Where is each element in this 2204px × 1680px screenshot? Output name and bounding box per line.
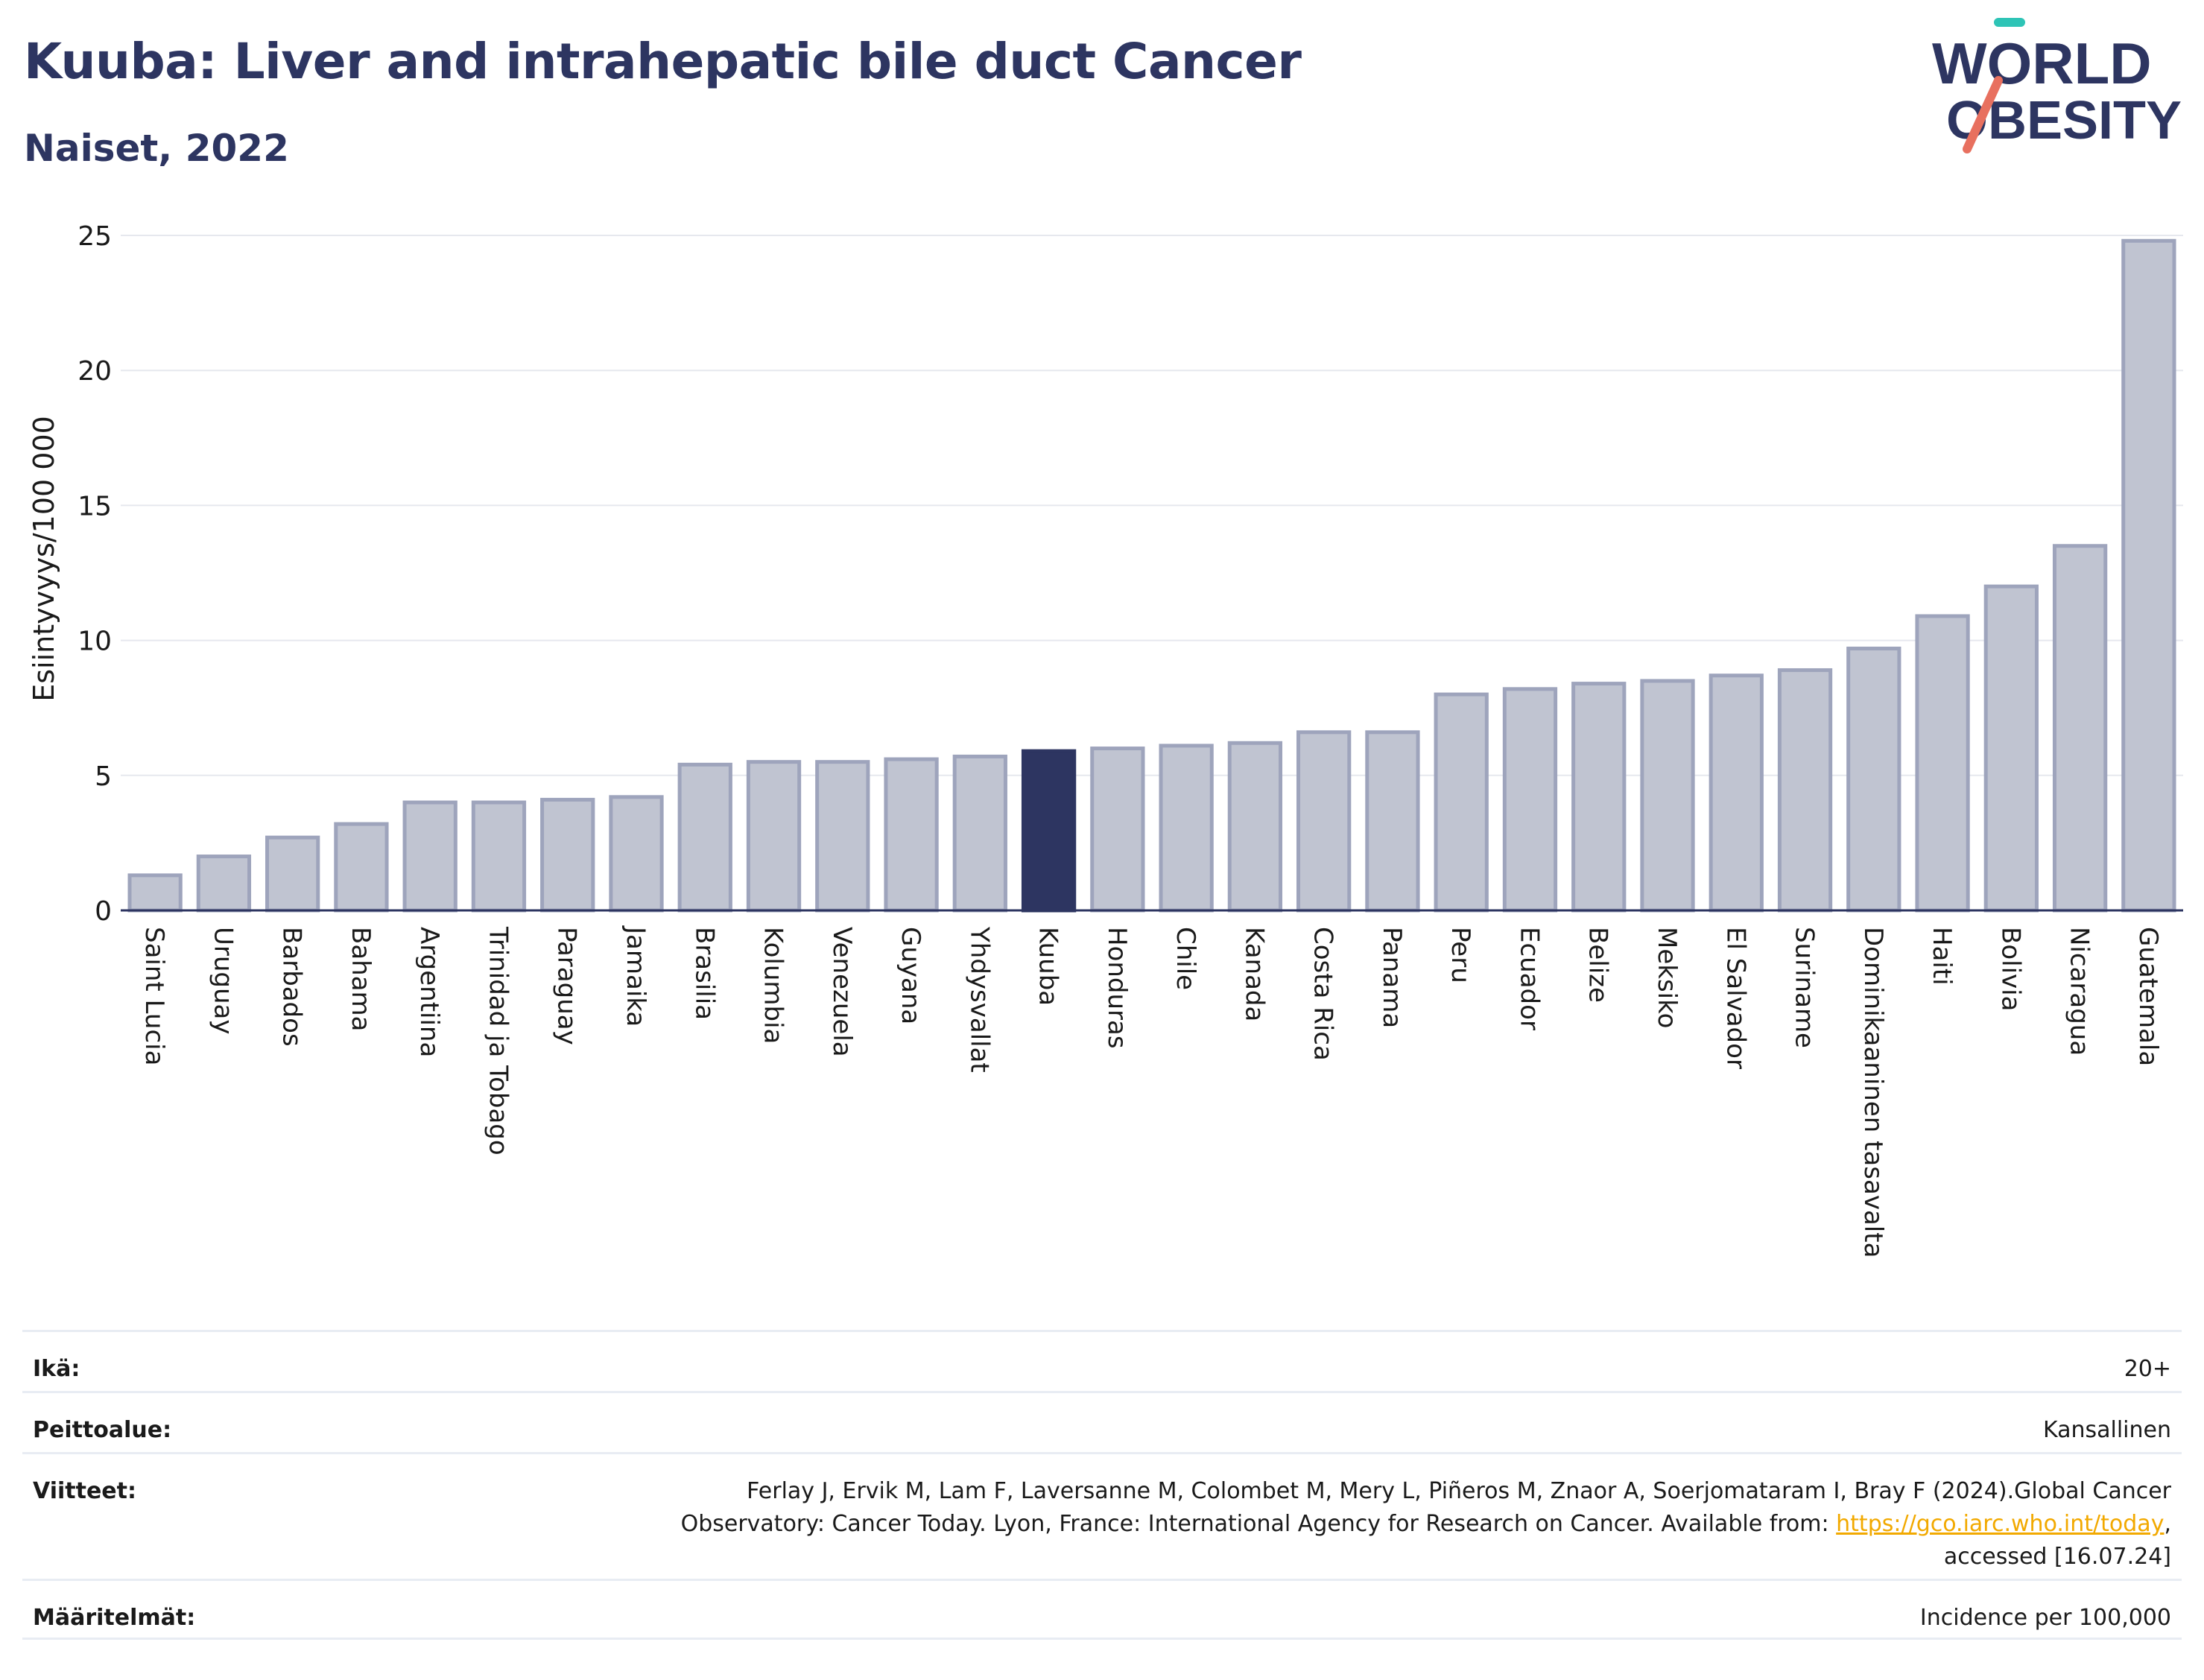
- meta-row-coverage: Peittoalue: Kansallinen: [22, 1391, 2182, 1452]
- x-tick-label: Peru: [1445, 927, 1475, 983]
- x-tick-label: Nicaragua: [2065, 927, 2094, 1056]
- x-tick-label: Panama: [1377, 927, 1407, 1028]
- bar[interactable]: [265, 835, 320, 913]
- logo-line1: WORLD: [1932, 31, 2152, 96]
- meta-row-references: Viitteet: Ferlay J, Ervik M, Lam F, Lave…: [22, 1452, 2182, 1579]
- age-value: 20+: [2124, 1356, 2171, 1382]
- bars: [127, 238, 2176, 913]
- y-axis-ticks: 0 5 10 15 20 25: [77, 221, 112, 927]
- bar[interactable]: [677, 762, 732, 913]
- bar[interactable]: [746, 760, 802, 913]
- x-tick-label: Guatemala: [2133, 927, 2163, 1066]
- world-obesity-logo[interactable]: WORLD OBESITY: [1930, 18, 2198, 164]
- chart-subtitle: Naiset, 2022: [24, 127, 289, 170]
- y-tick-label: 10: [77, 627, 112, 657]
- bar[interactable]: [1502, 687, 1558, 913]
- coverage-value: Kansallinen: [2042, 1417, 2171, 1443]
- bar[interactable]: [1915, 614, 1970, 913]
- x-tick-label: Suriname: [1790, 927, 1820, 1048]
- y-tick-label: 0: [95, 896, 112, 927]
- x-tick-label: Honduras: [1102, 927, 1132, 1049]
- x-tick-label: Guyana: [896, 927, 925, 1024]
- bar[interactable]: [884, 757, 939, 913]
- chart-title: Kuuba: Liver and intrahepatic bile duct …: [24, 33, 1302, 90]
- bar[interactable]: [402, 800, 457, 913]
- references-line1: Ferlay J, Ervik M, Lam F, Laversanne M, …: [747, 1478, 2171, 1504]
- x-tick-label: Saint Lucia: [139, 927, 169, 1065]
- age-label: Ikä:: [33, 1356, 80, 1382]
- y-axis-label: Esiintyvyys/100 000: [28, 416, 60, 702]
- x-tick-label: Jamaika: [621, 925, 650, 1027]
- bar[interactable]: [1227, 741, 1283, 913]
- y-tick-label: 5: [95, 761, 112, 792]
- bar[interactable]: [127, 873, 183, 913]
- bar[interactable]: [2052, 544, 2108, 913]
- logo-graphic: WORLD OBESITY: [1932, 18, 2182, 153]
- references-line2-prefix: Observatory: Cancer Today. Lyon, France:…: [680, 1511, 1837, 1537]
- x-tick-label: Meksiko: [1652, 927, 1682, 1028]
- bar[interactable]: [1571, 682, 1627, 913]
- bar[interactable]: [2121, 238, 2176, 913]
- bar[interactable]: [1846, 646, 1901, 913]
- x-tick-label: Venezuela: [827, 927, 857, 1057]
- x-tick-label: Haiti: [1927, 927, 1957, 986]
- bar[interactable]: [1640, 679, 1695, 913]
- x-tick-label: Dominikaaninen tasavalta: [1858, 927, 1888, 1258]
- definitions-value: Incidence per 100,000: [1919, 1605, 2171, 1631]
- bar-chart: 0 5 10 15 20 25 Saint Lucia Uruguay Barbados Bah…: [28, 221, 2183, 1258]
- bar[interactable]: [1983, 584, 2039, 913]
- x-tick-label: Bolivia: [1995, 927, 2025, 1011]
- bar[interactable]: [196, 855, 252, 913]
- x-tick-label: Barbados: [277, 927, 307, 1047]
- references-label: Viitteet:: [33, 1478, 136, 1504]
- bar[interactable]: [1709, 673, 1764, 913]
- bar[interactable]: [1434, 692, 1489, 913]
- x-tick-label: Kolumbia: [759, 927, 788, 1044]
- bar[interactable]: [1777, 668, 1833, 913]
- meta-row-age: Ikä: 20+: [22, 1330, 2182, 1391]
- bar[interactable]: [540, 797, 595, 913]
- bar[interactable]: [334, 822, 389, 913]
- y-tick-label: 25: [77, 221, 112, 252]
- x-tick-label: Uruguay: [208, 927, 238, 1035]
- bar[interactable]: [1296, 730, 1352, 913]
- bar[interactable]: [952, 754, 1007, 913]
- references-value: Ferlay J, Ervik M, Lam F, Laversanne M, …: [681, 1475, 2171, 1573]
- x-tick-label: Chile: [1171, 927, 1200, 990]
- bar[interactable]: [815, 760, 870, 913]
- x-tick-label: Ecuador: [1514, 927, 1544, 1030]
- x-axis-ticks: Saint Lucia Uruguay Barbados Bahama Argentii…: [139, 925, 2163, 1258]
- x-tick-label: Paraguay: [552, 927, 582, 1045]
- x-tick-label: Argentiina: [414, 927, 444, 1057]
- y-tick-label: 20: [77, 356, 112, 387]
- bar[interactable]: [1365, 730, 1420, 913]
- x-tick-label: Bahama: [346, 927, 376, 1032]
- x-tick-label: Kuuba: [1033, 927, 1063, 1006]
- coverage-label: Peittoalue:: [33, 1417, 172, 1443]
- bar[interactable]: [471, 800, 527, 913]
- y-tick-label: 15: [77, 491, 112, 522]
- logo-slash-coral: [1963, 76, 2003, 153]
- bar-highlighted[interactable]: [1021, 749, 1077, 913]
- references-line2-suffix: ,: [2164, 1511, 2171, 1537]
- x-tick-label: El Salvador: [1720, 927, 1750, 1069]
- x-tick-label: Kanada: [1239, 927, 1269, 1021]
- gridlines: [121, 235, 2183, 776]
- x-tick-label: Yhdysvallat: [964, 926, 994, 1073]
- definitions-label: Määritelmät:: [33, 1605, 196, 1631]
- x-tick-label: Trinidad ja Tobago: [483, 926, 513, 1156]
- bar[interactable]: [1090, 747, 1145, 913]
- references-line3: accessed [16.07.24]: [1943, 1544, 2171, 1570]
- references-link[interactable]: https://gco.iarc.who.int/today: [1836, 1511, 2165, 1537]
- x-tick-label: Belize: [1583, 927, 1613, 1003]
- meta-row-definitions: Määritelmät: Incidence per 100,000: [22, 1579, 2182, 1640]
- x-tick-label: Brasilia: [689, 927, 719, 1020]
- x-tick-label: Costa Rica: [1308, 927, 1338, 1061]
- metadata-table: Ikä: 20+ Peittoalue: Kansallinen Viittee…: [22, 1330, 2182, 1640]
- bar[interactable]: [609, 795, 664, 913]
- bar[interactable]: [1159, 744, 1214, 913]
